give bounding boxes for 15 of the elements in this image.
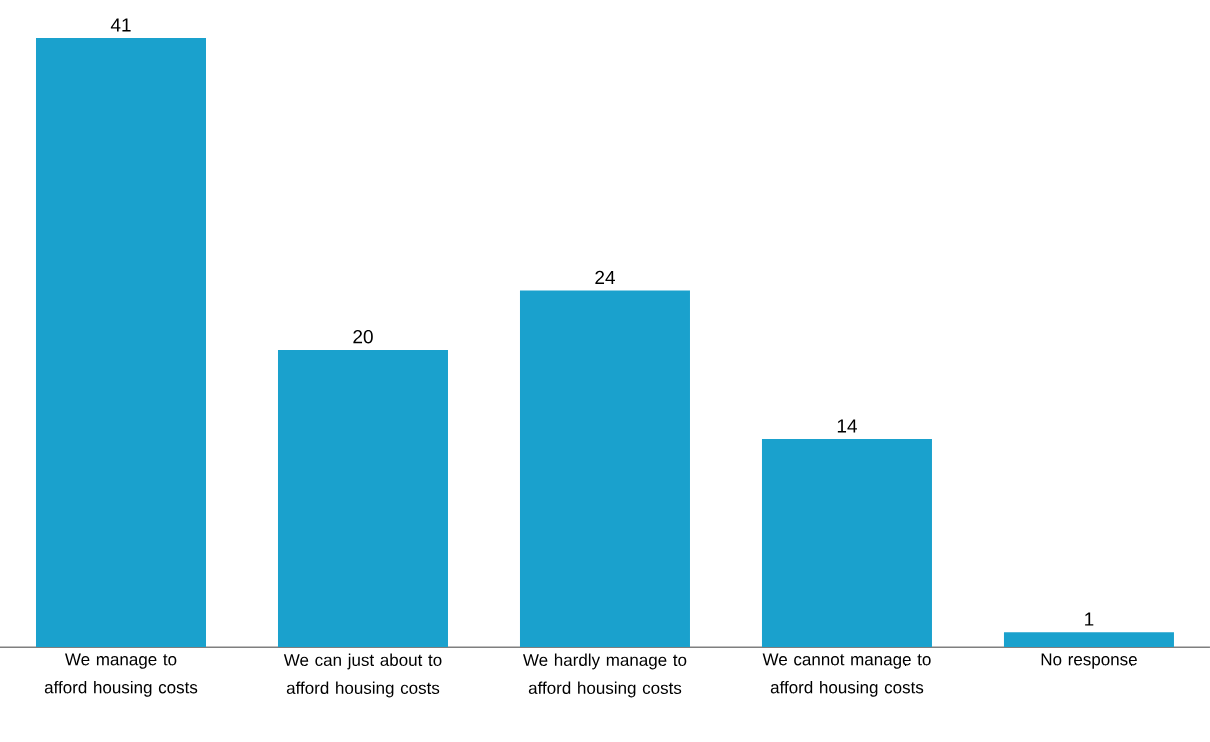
x-tick-label: We hardly manage to afford housing costs — [523, 653, 687, 698]
data-label: 24 — [595, 270, 615, 284]
bar — [1003, 632, 1174, 647]
x-tick-label: No response — [1041, 653, 1137, 669]
x-tick-label: We cannot manage to afford housing costs — [762, 653, 931, 697]
data-label: 41 — [110, 18, 131, 32]
bar — [761, 439, 932, 647]
data-label: 1 — [1085, 612, 1094, 626]
data-label: 14 — [837, 419, 857, 433]
x-tick-label: We manage to afford housing costs — [44, 653, 198, 697]
bar — [519, 290, 690, 647]
bar — [36, 38, 206, 647]
data-label: 20 — [353, 329, 373, 344]
bar — [277, 349, 448, 647]
x-tick-label: We can just about to afford housing costs — [283, 653, 442, 698]
